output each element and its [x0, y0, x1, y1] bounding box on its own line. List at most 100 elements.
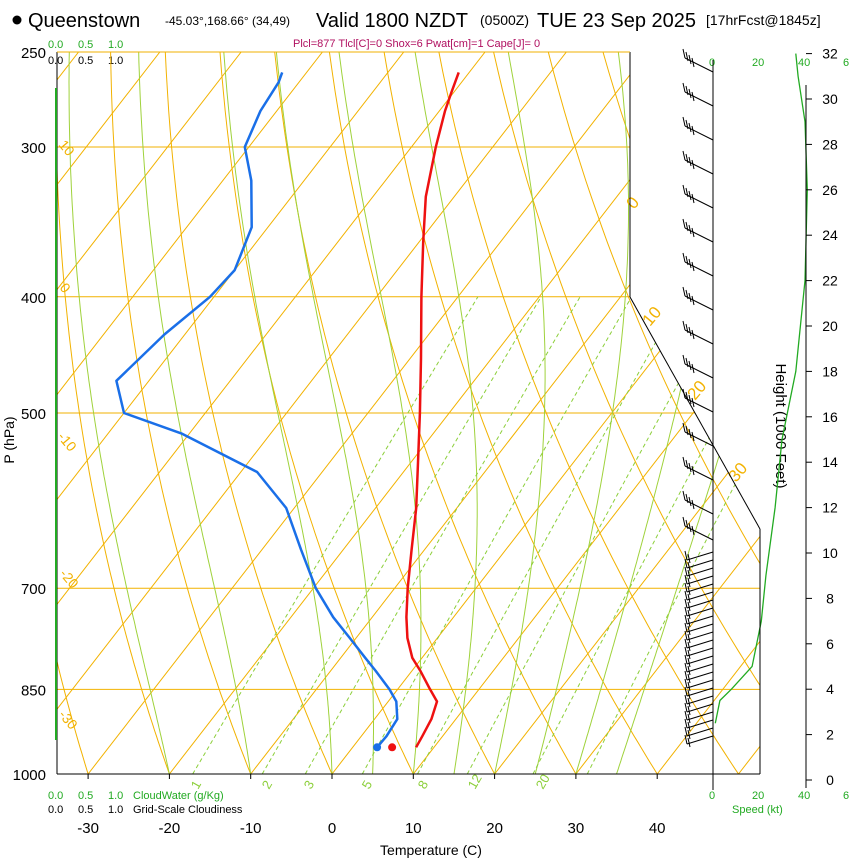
mixing-ratio-label: 5	[359, 778, 376, 792]
dry-adiabat-line	[326, 52, 592, 774]
wind-barb-flag	[685, 459, 689, 470]
valid-time: Valid 1800 NZDT	[316, 10, 468, 32]
wind-barb	[684, 525, 714, 541]
wind-barb-flag	[684, 694, 688, 705]
wind-barb-flag	[682, 252, 686, 263]
dry-adiabat-line	[163, 52, 344, 774]
wind-barb-flag	[691, 227, 695, 238]
wind-barb-flag	[685, 187, 689, 198]
wind-barb	[686, 711, 714, 721]
station-name: Queenstown	[28, 10, 140, 32]
wind-barb-flag	[685, 51, 689, 62]
height-tick-label: 22	[822, 273, 838, 289]
wind-barb-flag	[687, 633, 691, 644]
cloudwater-label: CloudWater (g/Kg)	[133, 790, 224, 802]
height-axis-title: Height (1000 Feet)	[772, 363, 789, 488]
temperature-tick-label: 40	[649, 820, 666, 837]
isotherm-line	[575, 52, 760, 774]
height-tick-label: 20	[822, 318, 838, 334]
svg-text:1.0: 1.0	[108, 804, 123, 816]
height-tick-label: 24	[822, 227, 838, 243]
dry-adiabat-label: -30	[56, 707, 81, 733]
height-tick-label: 32	[822, 46, 838, 62]
wind-barb-flag	[691, 295, 695, 306]
dry-adiabat-line	[542, 52, 760, 774]
wind-barb-flag	[682, 286, 686, 297]
svg-text:1.0: 1.0	[108, 39, 123, 51]
svg-text:0: 0	[709, 57, 715, 69]
wind-barb	[684, 465, 714, 481]
wind-barb-flag	[687, 641, 691, 652]
wind-barb-flag	[682, 48, 686, 59]
wind-barb-flag	[684, 670, 688, 681]
height-tick-label: 28	[822, 136, 838, 152]
mixing-ratio-line	[261, 296, 542, 774]
wind-barb-flag	[684, 710, 688, 721]
pressure-tick-label: 300	[21, 140, 46, 157]
wind-barb-flag	[691, 159, 695, 170]
dry-adiabat-line	[109, 52, 262, 774]
wind-barb-flag	[688, 54, 692, 65]
wind-barb-flag	[684, 686, 688, 697]
wind-barb-flag	[682, 218, 686, 229]
wind-barb	[686, 583, 714, 593]
wind-barb	[684, 499, 714, 515]
surface-dewpoint-marker	[373, 743, 382, 752]
wind-barb	[686, 663, 714, 673]
height-tick-label: 14	[822, 454, 838, 470]
temperature-tick-label: 10	[405, 820, 422, 837]
moist-adiabat-line	[338, 52, 422, 774]
svg-text:1.0: 1.0	[108, 790, 123, 802]
isotherm-line	[57, 52, 567, 774]
wind-barb-flag	[691, 193, 695, 204]
wind-barb-flag	[684, 582, 688, 593]
wind-barb-flag	[688, 394, 692, 405]
svg-text:1.0: 1.0	[108, 55, 123, 67]
wind-barb-flag	[682, 490, 686, 501]
wind-barb-flag	[687, 649, 691, 660]
moist-adiabat-line	[223, 52, 333, 774]
wind-barb-flag	[687, 601, 691, 612]
wind-barb-flag	[691, 499, 695, 510]
wind-barb-flag	[685, 153, 689, 164]
temperature-line	[405, 71, 460, 748]
wind-barb	[684, 329, 714, 345]
valid-date: TUE 23 Sep 2025	[537, 10, 696, 32]
isotherm-line	[57, 52, 161, 774]
wind-barb-flag	[687, 617, 691, 628]
speed-label: Speed (kt)	[732, 804, 783, 816]
svg-text:0.5: 0.5	[78, 55, 93, 67]
svg-text:0.0: 0.0	[48, 790, 63, 802]
wind-barb-flag	[685, 519, 689, 530]
wind-barb-flag	[685, 85, 689, 96]
mixing-ratio-label: 12	[465, 771, 485, 791]
wind-barb-flag	[684, 574, 688, 585]
wind-barb	[684, 193, 714, 209]
svg-text:0.5: 0.5	[78, 804, 93, 816]
mixing-ratio-line	[192, 296, 479, 774]
height-tick-label: 12	[822, 500, 838, 516]
wind-barb-flag	[688, 156, 692, 167]
wind-barb-flag	[682, 184, 686, 195]
mixing-ratio-line	[304, 296, 581, 774]
wind-barb	[684, 261, 714, 277]
wind-barb-flag	[691, 525, 695, 536]
surface-temperature-marker	[388, 743, 397, 752]
wind-barb-flag	[684, 606, 688, 617]
dry-adiabat-label: -20	[57, 566, 82, 592]
svg-text:40: 40	[798, 790, 810, 802]
wind-barb-flag	[684, 638, 688, 649]
wind-barb-flag	[684, 678, 688, 689]
wind-barb-flag	[682, 150, 686, 161]
height-tick-label: 0	[826, 772, 834, 788]
isotherm-line	[87, 52, 649, 774]
wind-barb-flag	[688, 462, 692, 473]
dry-adiabat-line	[57, 52, 180, 774]
wind-barb-flag	[691, 91, 695, 102]
isotherm-label: 0	[623, 193, 644, 212]
wind-barb-flag	[687, 569, 691, 580]
isotherm-line	[57, 52, 486, 774]
wind-barb-flag	[682, 422, 686, 433]
height-tick-label: 18	[822, 363, 838, 379]
